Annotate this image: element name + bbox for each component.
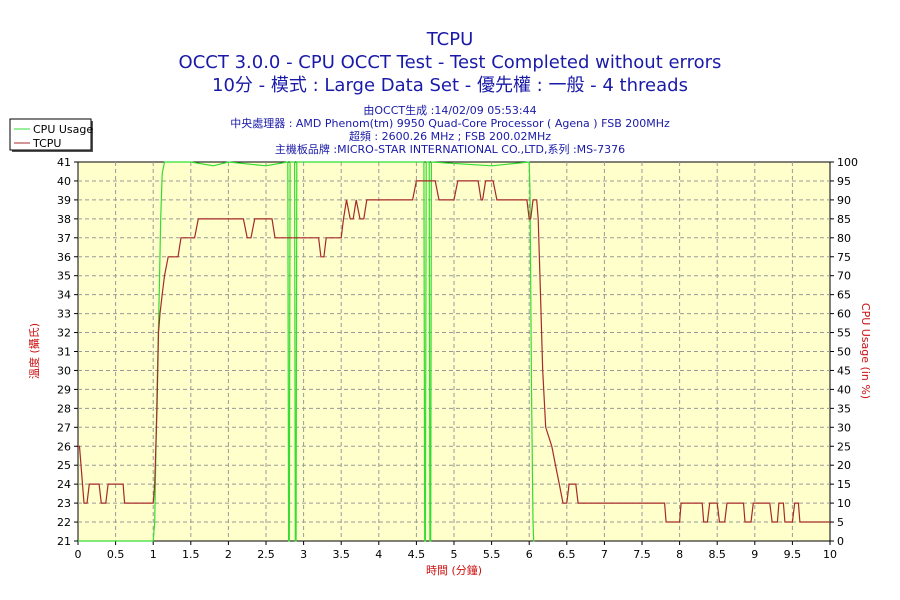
y-axis-right-label: CPU Usage (in %) [859, 303, 872, 399]
y-left-tick-label: 31 [57, 346, 71, 359]
x-tick-label: 6 [526, 548, 533, 561]
axis-ticks: 0 0.5 1 1.5 2 2.5 3 3.5 4 4.5 5 5.5 6 6.5 7 7.5 8 8.5 9 9.5… [57, 156, 858, 561]
y-right-tick-label: 5 [837, 516, 844, 529]
y-left-tick-label: 37 [57, 232, 71, 245]
y-left-tick-label: 36 [57, 251, 71, 264]
legend: CPU Usage TCPU [9, 118, 93, 152]
y-right-tick-label: 90 [837, 194, 851, 207]
y-right-tick-label: 10 [837, 497, 851, 510]
y-left-tick-label: 27 [57, 421, 71, 434]
y-left-tick-label: 26 [57, 440, 71, 453]
y-left-tick-label: 30 [57, 364, 71, 377]
chart-title: TCPU [426, 29, 474, 50]
legend-label-tcpu: TCPU [32, 137, 61, 150]
series-line-cpu-usage [78, 161, 535, 542]
x-tick-label: 8 [676, 548, 683, 561]
y-left-tick-label: 39 [57, 194, 71, 207]
y-right-tick-label: 80 [837, 232, 851, 245]
chart-subtitle-2: 10分 - 模式 : Large Data Set - 優先權 : 一般 - 4… [212, 75, 688, 96]
x-tick-label: 5.5 [483, 548, 501, 561]
series-line-tcpu [78, 180, 830, 523]
y-right-tick-label: 65 [837, 289, 851, 302]
x-tick-label: 1 [150, 548, 157, 561]
y-right-tick-label: 60 [837, 308, 851, 321]
x-axis-label: 時間 (分鐘) [426, 563, 482, 577]
x-tick-label: 5 [451, 548, 458, 561]
y-right-tick-label: 95 [837, 175, 851, 188]
x-tick-label: 7 [601, 548, 608, 561]
grid-lines [78, 162, 830, 541]
x-tick-label: 9 [751, 548, 758, 561]
y-left-tick-label: 35 [57, 270, 71, 283]
x-tick-label: 4.5 [408, 548, 426, 561]
y-left-tick-label: 21 [57, 535, 71, 548]
y-right-tick-label: 55 [837, 327, 851, 340]
x-tick-label: 0 [75, 548, 82, 561]
series-lines [78, 161, 830, 542]
y-left-tick-label: 38 [57, 213, 71, 226]
legend-box [9, 118, 92, 151]
info-motherboard: 主機板品牌 :MICRO-STAR INTERNATIONAL CO.,LTD,… [275, 142, 625, 156]
info-clock: 超頻 : 2600.26 MHz ; FSB 200.02MHz [349, 129, 551, 143]
y-right-tick-label: 50 [837, 346, 851, 359]
y-right-tick-label: 40 [837, 383, 851, 396]
x-tick-label: 1.5 [182, 548, 200, 561]
y-right-tick-label: 100 [837, 156, 858, 169]
y-left-tick-label: 29 [57, 383, 71, 396]
x-tick-label: 3 [300, 548, 307, 561]
x-tick-label: 2.5 [257, 548, 275, 561]
y-right-tick-label: 25 [837, 440, 851, 453]
x-tick-label: 4 [375, 548, 382, 561]
y-right-tick-label: 85 [837, 213, 851, 226]
y-right-tick-label: 15 [837, 478, 851, 491]
y-right-tick-label: 45 [837, 364, 851, 377]
y-right-tick-label: 75 [837, 251, 851, 264]
y-right-tick-label: 20 [837, 459, 851, 472]
x-tick-label: 8.5 [708, 548, 726, 561]
y-left-tick-label: 23 [57, 497, 71, 510]
y-left-tick-label: 22 [57, 516, 71, 529]
y-left-tick-label: 34 [57, 289, 71, 302]
x-tick-label: 0.5 [107, 548, 125, 561]
y-axis-left-label: 溫度 (攝氏) [27, 323, 41, 379]
x-tick-label: 3.5 [332, 548, 350, 561]
y-right-tick-label: 70 [837, 270, 851, 283]
x-tick-label: 10 [823, 548, 837, 561]
y-left-tick-label: 40 [57, 175, 71, 188]
y-left-tick-label: 33 [57, 308, 71, 321]
x-tick-label: 9.5 [784, 548, 802, 561]
legend-label-cpu-usage: CPU Usage [33, 123, 93, 136]
y-right-tick-label: 30 [837, 421, 851, 434]
x-tick-label: 7.5 [633, 548, 651, 561]
info-generated: 由OCCT生成 :14/02/09 05:53:44 [363, 103, 536, 117]
info-cpu: 中央處理器 : AMD Phenom(tm) 9950 Quad-Core Pr… [230, 116, 670, 130]
y-right-tick-label: 0 [837, 535, 844, 548]
y-left-tick-label: 24 [57, 478, 71, 491]
x-tick-label: 6.5 [558, 548, 576, 561]
y-left-tick-label: 25 [57, 459, 71, 472]
y-left-tick-label: 32 [57, 327, 71, 340]
y-right-tick-label: 35 [837, 402, 851, 415]
x-tick-label: 2 [225, 548, 232, 561]
y-left-tick-label: 41 [57, 156, 71, 169]
y-left-tick-label: 28 [57, 402, 71, 415]
chart-subtitle-1: OCCT 3.0.0 - CPU OCCT Test - Test Comple… [179, 52, 722, 73]
